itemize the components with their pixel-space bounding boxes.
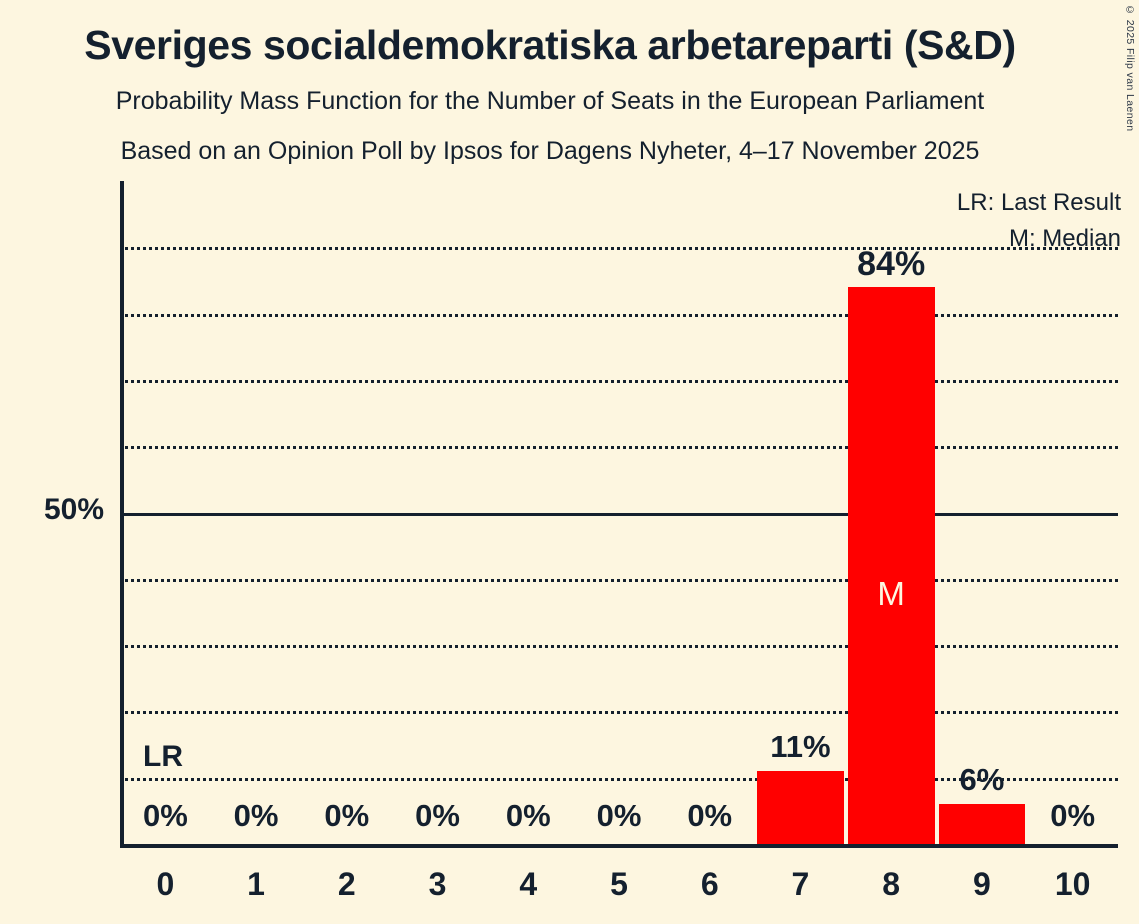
x-tick-label-8: 8 [882, 866, 901, 902]
value-label-seat-2: 0% [324, 798, 370, 833]
gridline-80 [120, 313, 1118, 317]
bar-seat-9 [938, 804, 1026, 844]
gridline-30 [120, 645, 1118, 649]
value-label-seat-10: 0% [1050, 798, 1096, 833]
x-tick-label-9: 9 [972, 866, 991, 902]
page-title: Sveriges socialdemokratiska arbetarepart… [84, 22, 1016, 68]
x-tick-label-6: 6 [700, 866, 719, 902]
value-label-seat-5: 0% [596, 798, 642, 833]
chart-subtitle: Probability Mass Function for the Number… [115, 87, 985, 115]
x-axis-line [120, 844, 1118, 848]
x-tick-label-2: 2 [337, 866, 356, 902]
x-tick-label-3: 3 [428, 866, 447, 902]
value-label-seat-4: 0% [505, 798, 551, 833]
plot-area: M [120, 181, 1118, 848]
gridline-40 [120, 578, 1118, 582]
value-label-seat-0: 0% [142, 798, 188, 833]
legend-entry-last-result: LR: Last Result [956, 189, 1121, 216]
value-label-seat-6: 0% [687, 798, 733, 833]
median-marker: M [877, 575, 905, 613]
last-result-marker: LR [143, 739, 183, 773]
gridline-70 [120, 379, 1118, 383]
chart-source-line: Based on an Opinion Poll by Ipsos for Da… [120, 137, 980, 165]
x-tick-label-10: 10 [1054, 866, 1091, 902]
gridline-50 [120, 512, 1118, 516]
value-label-seat-9: 6% [959, 762, 1005, 798]
y-tick-label-50: 50% [43, 492, 104, 526]
value-label-seat-1: 0% [233, 798, 279, 833]
gridline-20 [120, 711, 1118, 715]
x-tick-label-5: 5 [610, 866, 628, 902]
value-label-seat-3: 0% [415, 798, 460, 833]
gridline-90 [120, 247, 1118, 251]
copyright-notice: © 2025 Filip van Laenen [1124, 4, 1136, 132]
gridline-10 [120, 777, 1118, 781]
x-tick-label-7: 7 [791, 866, 810, 902]
value-label-seat-8: 84% [857, 245, 926, 284]
chart-legend: LR: Last Result M: Median [957, 185, 1121, 258]
bar-seat-7 [757, 771, 844, 844]
x-tick-label-1: 1 [247, 866, 265, 902]
x-tick-label-0: 0 [156, 866, 175, 902]
x-tick-label-4: 4 [519, 866, 538, 902]
value-label-seat-7: 11% [770, 729, 831, 765]
bar-seat-8: M [847, 287, 935, 844]
gridline-60 [120, 446, 1118, 450]
